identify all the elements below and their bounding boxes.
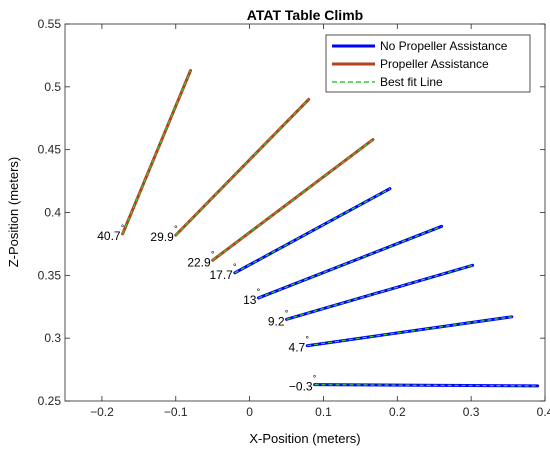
angle-label: −0.3 <box>289 380 313 394</box>
angle-label: 4.7 <box>289 341 306 355</box>
y-tick-label: 0.25 <box>38 394 62 408</box>
legend-label-no-propeller: No Propeller Assistance <box>380 39 508 53</box>
degree-mark: ° <box>121 223 125 233</box>
y-tick-label: 0.55 <box>38 17 62 31</box>
x-tick-label: 0 <box>246 405 253 419</box>
best-fit-line <box>314 384 538 387</box>
y-tick-label: 0.35 <box>38 268 62 282</box>
angle-label: 9.2 <box>268 314 285 328</box>
chart-title: ATAT Table Climb <box>247 7 363 23</box>
legend: No Propeller Assistance Propeller Assist… <box>325 34 531 93</box>
best-fit-line <box>121 70 192 235</box>
best-fit-line <box>212 139 374 261</box>
y-axis: 0.25 0.3 0.35 0.4 0.45 0.5 0.55 <box>38 17 545 408</box>
degree-mark: ° <box>305 335 309 345</box>
legend-label-best-fit: Best fit Line <box>380 75 443 89</box>
degree-mark: ° <box>257 287 261 297</box>
angle-label: 17.7 <box>209 268 233 282</box>
x-tick-label: 0.3 <box>463 405 480 419</box>
degree-mark: ° <box>211 249 215 259</box>
best-fit-line <box>234 188 391 274</box>
y-tick-label: 0.3 <box>44 331 61 345</box>
angle-label: 29.9 <box>150 230 174 244</box>
degree-mark: ° <box>174 224 178 234</box>
x-tick-label: 0.1 <box>315 405 332 419</box>
x-axis: −0.2 −0.1 0 0.1 0.2 0.3 0.4 <box>90 24 550 419</box>
degree-mark: ° <box>233 262 237 272</box>
y-tick-label: 0.5 <box>44 80 61 94</box>
angle-label: 22.9 <box>187 255 211 269</box>
best-fit-line <box>175 98 310 236</box>
angle-label: 13 <box>243 293 257 307</box>
angle-labels: 40.7°29.9°22.9°17.7°13°9.2°4.7°−0.3° <box>97 223 317 394</box>
x-tick-label: 0.4 <box>537 405 550 419</box>
degree-mark: ° <box>285 308 289 318</box>
x-axis-label: X-Position (meters) <box>249 431 360 446</box>
angle-label: 40.7 <box>97 229 121 243</box>
x-tick-label: −0.1 <box>164 405 188 419</box>
y-tick-label: 0.4 <box>44 206 61 220</box>
degree-mark: ° <box>313 374 317 384</box>
best-fit-line <box>286 264 473 320</box>
series-layer <box>121 68 540 388</box>
best-fit-line <box>258 225 442 299</box>
y-tick-label: 0.45 <box>38 143 62 157</box>
x-tick-label: −0.2 <box>90 405 114 419</box>
y-axis-label: Z-Position (meters) <box>6 157 21 268</box>
x-tick-label: 0.2 <box>389 405 406 419</box>
series-line <box>305 315 514 348</box>
legend-label-propeller: Propeller Assistance <box>380 57 489 71</box>
